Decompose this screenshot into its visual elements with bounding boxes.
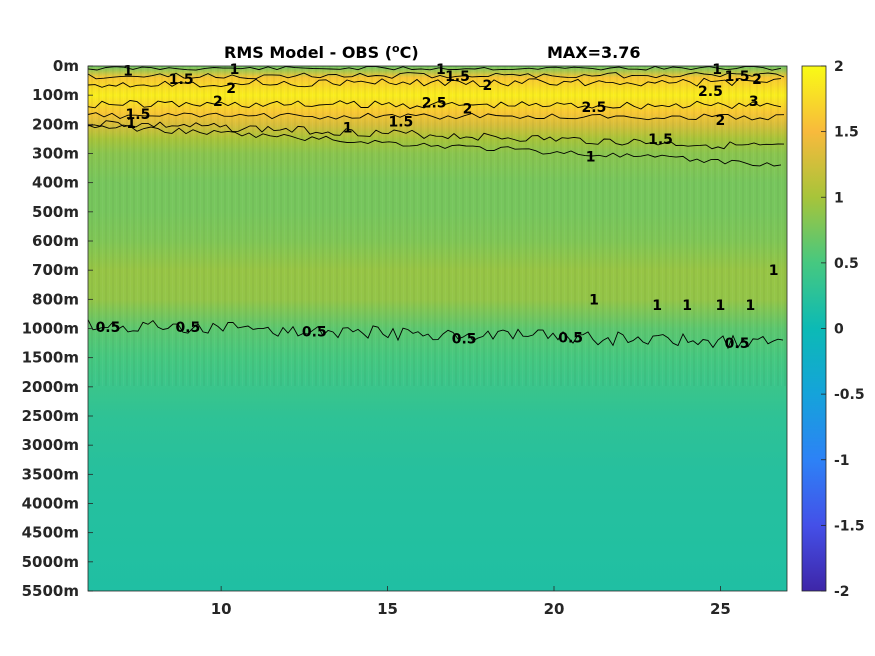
x-tick-label: 10 xyxy=(211,600,232,618)
contour-value-label: 2 xyxy=(213,94,223,110)
contour-line xyxy=(87,120,785,150)
y-tick-label: 800m xyxy=(32,290,79,308)
colorbar: 2 1.5 1 0.5 0 -0.5 -1 -1.5 -2 xyxy=(801,59,865,600)
y-tick-label: 200m xyxy=(32,115,79,133)
contour-value-label: 1.5 xyxy=(725,69,750,85)
contour-line xyxy=(87,100,782,110)
colorbar-tick-label: -2 xyxy=(834,584,850,600)
contour-value-label: 2.5 xyxy=(422,95,447,111)
y-tick-label: 600m xyxy=(32,232,79,250)
contour-value-label: 1 xyxy=(230,62,240,78)
y-axis: 0m 100m 200m 300m 400m 500m 600m 700m 800m 1000m 1… xyxy=(22,57,93,600)
x-tick-label: 20 xyxy=(544,600,565,618)
contour-value-label: 0.5 xyxy=(175,320,200,336)
contour-line xyxy=(87,124,782,167)
colorbar-tick-label: 1.5 xyxy=(834,125,859,141)
contour-value-label: 0.5 xyxy=(452,332,477,348)
contour-value-label: 1 xyxy=(343,120,353,136)
contour-value-label: 0.5 xyxy=(558,330,583,346)
max-label: MAX=3.76 xyxy=(547,43,641,62)
contour-value-label: 2 xyxy=(716,113,726,129)
colorbar-tick-label: -1.5 xyxy=(834,518,865,534)
x-axis: 10 15 20 25 xyxy=(211,586,731,618)
contour-value-label: 1 xyxy=(682,298,692,314)
colorbar-tick-label: 0 xyxy=(834,322,844,338)
y-tick-label: 3500m xyxy=(22,465,79,483)
contour-value-label: 2 xyxy=(226,81,236,97)
contour-value-label: 2 xyxy=(463,101,473,117)
contour-value-label: 1.5 xyxy=(126,107,151,123)
contour-value-label: 1 xyxy=(436,62,446,78)
contour-value-label: 1 xyxy=(586,149,596,165)
y-tick-label: 0m xyxy=(53,57,79,75)
contour-value-label: 1 xyxy=(123,63,133,79)
contour-line xyxy=(87,66,782,71)
contour-value-label: 1 xyxy=(652,298,662,314)
chart-title: RMS Model - OBS (oC) MAX=3.76 xyxy=(224,42,641,62)
contour-value-label: 2 xyxy=(483,78,493,94)
contour-value-label: 0.5 xyxy=(725,336,750,352)
contour-value-label: 2 xyxy=(752,72,762,88)
contour-value-label: 1 xyxy=(126,116,136,132)
contour-value-label: 1 xyxy=(769,263,779,279)
contour-line xyxy=(87,319,784,350)
contour-line xyxy=(87,112,785,121)
contour-line xyxy=(87,77,782,88)
contour-value-label: 1.5 xyxy=(169,72,194,88)
y-tick-label: 2000m xyxy=(22,378,79,396)
y-tick-label: 400m xyxy=(32,174,79,192)
contour-value-label: 1 xyxy=(589,292,599,308)
colorbar-tick-label: -0.5 xyxy=(834,387,865,403)
contour-value-label: 1.5 xyxy=(388,114,413,130)
y-tick-label: 700m xyxy=(32,261,79,279)
contour-value-label: 2.5 xyxy=(582,100,607,116)
contour-lines xyxy=(87,66,785,350)
contour-value-label: 2.5 xyxy=(698,84,723,100)
y-tick-label: 4000m xyxy=(22,495,79,513)
contour-value-label: 1 xyxy=(716,298,726,314)
y-tick-label: 2500m xyxy=(22,407,79,425)
colorbar-ticks: 2 1.5 1 0.5 0 -0.5 -1 -1.5 -2 xyxy=(821,59,865,600)
contour-value-label: 1 xyxy=(712,62,722,78)
y-tick-label: 500m xyxy=(32,203,79,221)
x-tick-label: 15 xyxy=(377,600,398,618)
colorbar-tick-label: 0.5 xyxy=(834,256,859,272)
colorbar-tick-label: 2 xyxy=(834,59,844,75)
colorbar-tick-label: -1 xyxy=(834,453,850,469)
contour-value-label: 0.5 xyxy=(96,320,121,336)
x-tick-label: 25 xyxy=(710,600,731,618)
contour-value-label: 1.5 xyxy=(648,132,673,148)
contour-value-label: 0.5 xyxy=(302,324,327,340)
y-tick-label: 3000m xyxy=(22,436,79,454)
contour-line xyxy=(87,72,785,80)
y-tick-label: 1000m xyxy=(22,320,79,338)
y-tick-label: 5000m xyxy=(22,553,79,571)
y-tick-label: 1500m xyxy=(22,349,79,367)
y-tick-label: 5500m xyxy=(22,582,79,600)
y-tick-label: 300m xyxy=(32,145,79,163)
y-tick-label: 4500m xyxy=(22,524,79,542)
colorbar-tick-label: 1 xyxy=(834,190,844,206)
title-text: RMS Model - OBS (oC) xyxy=(224,42,419,62)
y-tick-label: 100m xyxy=(32,86,79,104)
contour-value-label: 1 xyxy=(746,298,756,314)
contour-value-label: 3 xyxy=(749,94,759,110)
contour-value-label: 1.5 xyxy=(445,69,470,85)
